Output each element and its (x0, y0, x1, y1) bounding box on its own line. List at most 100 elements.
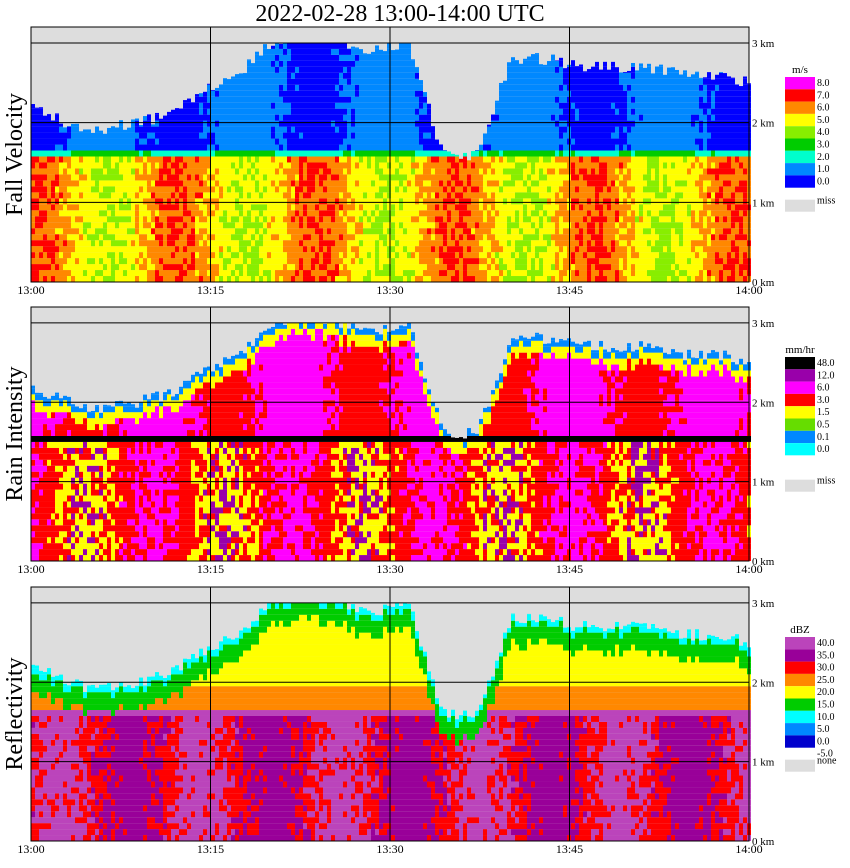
heatmap-cell (623, 180, 627, 187)
heatmap-cell (395, 234, 399, 241)
heatmap-cell (607, 246, 611, 253)
heatmap-cell (323, 102, 327, 109)
heatmap-cell (339, 204, 343, 211)
heatmap-cell (555, 120, 559, 127)
heatmap-cell (527, 180, 531, 187)
heatmap-cell (307, 162, 311, 169)
heatmap-cell (155, 150, 159, 157)
heatmap-cell (155, 162, 159, 169)
heatmap-cell (615, 198, 619, 205)
heatmap-cell (419, 80, 423, 85)
heatmap-cell (251, 222, 255, 229)
heatmap-cell (427, 276, 431, 282)
heatmap-cell (367, 270, 371, 277)
heatmap-cell (539, 276, 543, 282)
heatmap-cell (283, 126, 287, 133)
heatmap-cell (531, 138, 535, 145)
heatmap-cell (551, 198, 555, 205)
heatmap-cell (435, 192, 439, 199)
heatmap-cell (427, 144, 431, 151)
heatmap-cell (599, 240, 603, 247)
heatmap-cell (539, 216, 543, 223)
heatmap-cell (43, 276, 47, 282)
heatmap-cell (335, 204, 339, 211)
heatmap-cell (519, 192, 523, 199)
heatmap-cell (335, 246, 339, 253)
heatmap-cell (231, 204, 235, 211)
heatmap-cell (367, 276, 371, 282)
heatmap-cell (335, 174, 339, 181)
heatmap-cell (347, 252, 351, 259)
heatmap-cell (475, 198, 479, 205)
heatmap-cell (443, 150, 447, 151)
heatmap-cell (415, 150, 419, 157)
heatmap-cell (451, 198, 455, 205)
heatmap-cell (55, 132, 59, 139)
heatmap-cell (47, 138, 51, 145)
heatmap-cell (63, 228, 67, 235)
heatmap-cell (523, 234, 527, 241)
heatmap-cell (403, 192, 407, 199)
heatmap-cell (347, 258, 351, 265)
heatmap-cell (51, 228, 55, 235)
heatmap-cell (299, 228, 303, 235)
heatmap-cell (103, 204, 107, 211)
heatmap-cell (91, 222, 95, 229)
heatmap-cell (407, 186, 411, 193)
heatmap-cell (271, 204, 275, 211)
heatmap-cell (171, 192, 175, 199)
heatmap-cell (175, 264, 179, 271)
heatmap-cell (507, 210, 511, 217)
heatmap-cell (223, 156, 227, 163)
heatmap-cell (603, 228, 607, 235)
heatmap-cell (179, 168, 183, 175)
heatmap-cell (527, 56, 531, 61)
heatmap-cell (223, 132, 227, 139)
heatmap-cell (591, 234, 595, 241)
heatmap-cell (495, 216, 499, 223)
heatmap-cell (403, 234, 407, 241)
heatmap-cell (71, 204, 75, 211)
heatmap-cell (139, 186, 143, 193)
heatmap-cell (159, 138, 163, 145)
heatmap-cell (511, 138, 515, 145)
heatmap-cell (431, 246, 435, 253)
heatmap-cell (303, 276, 307, 282)
heatmap-cell (515, 216, 519, 223)
heatmap-cell (335, 192, 339, 199)
heatmap-cell (63, 174, 67, 181)
heatmap-cell (315, 192, 319, 199)
heatmap-cell (399, 162, 403, 169)
heatmap-cell (619, 198, 623, 205)
heatmap-cell (511, 162, 515, 169)
heatmap-cell (571, 138, 575, 145)
heatmap-cell (323, 90, 327, 97)
heatmap-cell (395, 96, 399, 103)
heatmap-cell (175, 180, 179, 187)
heatmap-cell (383, 198, 387, 205)
heatmap-cell (235, 276, 239, 282)
heatmap-cell (335, 42, 339, 49)
heatmap-cell (67, 216, 71, 223)
heatmap-cell (487, 132, 491, 139)
heatmap-cell (111, 246, 115, 253)
heatmap-cell (327, 42, 331, 49)
heatmap-cell (351, 54, 355, 61)
heatmap-cell (531, 192, 535, 199)
heatmap-cell (611, 144, 615, 151)
heatmap-cell (531, 270, 535, 277)
heatmap-cell (499, 102, 503, 109)
heatmap-cell (435, 139, 439, 145)
heatmap-cell (111, 264, 115, 271)
heatmap-cell (583, 204, 587, 211)
heatmap-cell (395, 144, 399, 151)
heatmap-cell (503, 162, 507, 169)
heatmap-cell (555, 96, 559, 103)
heatmap-cell (563, 258, 567, 265)
heatmap-cell (511, 270, 515, 277)
heatmap-cell (59, 144, 63, 151)
heatmap-cell (303, 270, 307, 277)
heatmap-cell (303, 72, 307, 79)
heatmap-cell (307, 198, 311, 205)
heatmap-cell (143, 252, 147, 259)
